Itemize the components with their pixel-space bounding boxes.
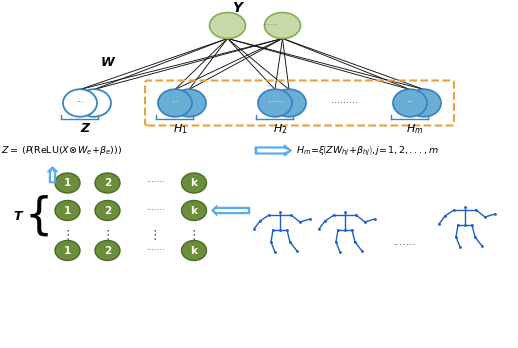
Text: 2: 2	[104, 178, 111, 188]
Text: ·······: ·······	[267, 98, 283, 108]
Ellipse shape	[265, 13, 300, 39]
Text: k: k	[191, 245, 197, 255]
Text: ·······: ·······	[146, 179, 164, 188]
Ellipse shape	[77, 89, 111, 117]
Ellipse shape	[407, 89, 441, 117]
Ellipse shape	[95, 240, 120, 261]
Text: ⋮: ⋮	[188, 229, 200, 242]
Text: ·········: ·········	[330, 98, 357, 108]
Ellipse shape	[158, 89, 192, 117]
Text: ···: ···	[171, 98, 179, 108]
Text: $H_1$: $H_1$	[172, 122, 188, 136]
Text: $H_m$: $H_m$	[406, 122, 424, 136]
Ellipse shape	[393, 89, 427, 117]
Text: ⋮: ⋮	[61, 229, 74, 242]
Text: 1: 1	[64, 206, 71, 215]
Text: k: k	[191, 206, 197, 215]
Ellipse shape	[258, 89, 292, 117]
Text: 2: 2	[104, 245, 111, 255]
Ellipse shape	[95, 200, 120, 221]
Text: ⋮: ⋮	[101, 229, 114, 242]
Text: ······: ······	[262, 21, 278, 30]
Text: k: k	[191, 178, 197, 188]
Text: ·······: ·······	[146, 246, 164, 255]
Text: ·······: ·······	[146, 206, 164, 215]
Text: 2: 2	[104, 206, 111, 215]
Text: 1: 1	[64, 245, 71, 255]
Text: ···: ···	[407, 98, 413, 108]
Ellipse shape	[181, 240, 207, 261]
Ellipse shape	[55, 240, 80, 261]
Text: Y: Y	[233, 1, 242, 15]
Ellipse shape	[272, 89, 306, 117]
Text: T: T	[13, 210, 22, 223]
Text: ···: ···	[77, 98, 83, 108]
Ellipse shape	[95, 173, 120, 193]
Ellipse shape	[63, 89, 97, 117]
Ellipse shape	[209, 13, 246, 39]
Text: $H_2$: $H_2$	[273, 122, 287, 136]
Ellipse shape	[55, 173, 80, 193]
Text: {: {	[25, 195, 53, 238]
Ellipse shape	[181, 173, 207, 193]
Text: $Z = \;\left(P\!\left(\mathrm{ReLU}(X\!\otimes\! W_e\!+\!\beta_e)\right)\right)$: $Z = \;\left(P\!\left(\mathrm{ReLU}(X\!\…	[1, 144, 122, 157]
Ellipse shape	[55, 200, 80, 221]
Text: W: W	[100, 55, 114, 69]
Text: ⋮: ⋮	[149, 229, 161, 242]
Text: $H_m\!=\!\xi\!\left(ZW_{hj}\!+\!\beta_{hj}\right)\!, j\!=\!1,2,...,m$: $H_m\!=\!\xi\!\left(ZW_{hj}\!+\!\beta_{h…	[296, 143, 439, 158]
Ellipse shape	[181, 200, 207, 221]
Text: ·······: ·······	[393, 240, 417, 251]
Text: Z: Z	[80, 122, 90, 135]
Text: 1: 1	[64, 178, 71, 188]
Ellipse shape	[172, 89, 206, 117]
